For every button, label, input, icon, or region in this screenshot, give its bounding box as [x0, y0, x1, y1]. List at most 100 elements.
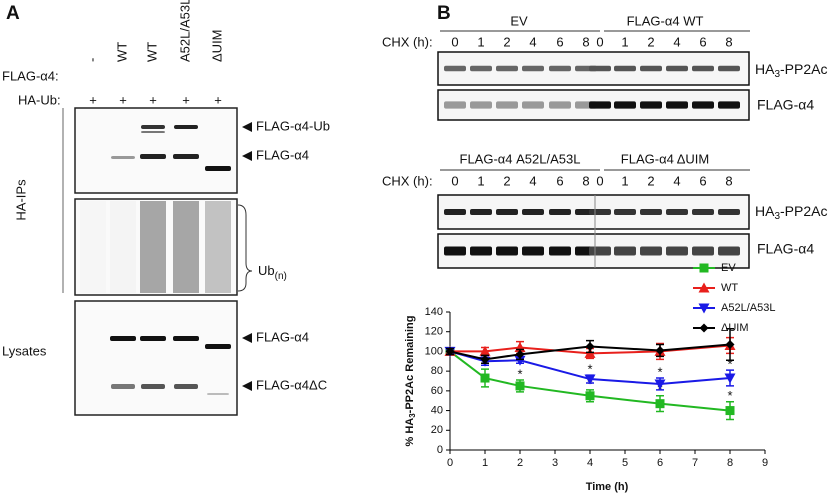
marker: [480, 373, 490, 383]
series-line: [449, 350, 731, 412]
arrowhead: [242, 151, 252, 161]
series-line: [449, 343, 731, 361]
band: [173, 336, 199, 341]
band: [174, 384, 198, 389]
band: [718, 65, 740, 72]
band: [614, 101, 636, 109]
x-tick-label: 2: [517, 457, 523, 469]
band: [140, 336, 166, 341]
panel-label: B: [437, 3, 451, 24]
x-tick-label: 0: [447, 457, 453, 469]
band: [718, 101, 740, 109]
band: [111, 384, 135, 389]
band: [496, 101, 518, 109]
marker: [515, 381, 525, 391]
lane-label: +: [149, 92, 157, 107]
band: [589, 209, 611, 215]
annotation: *: [587, 362, 592, 377]
legend-label: EV: [721, 262, 736, 274]
legend-marker: [699, 323, 709, 333]
timepoint: 8: [725, 34, 732, 49]
y-tick-label: 20: [431, 424, 443, 436]
marker: [585, 391, 595, 401]
static-layer: A FLAG-α4: HA-Ub: HA-IPs Lysates Ub(n) B…: [2, 3, 827, 493]
smear: [140, 201, 166, 293]
timepoint: 2: [647, 173, 654, 188]
legend-marker: [698, 303, 710, 314]
x-tick-label: 7: [692, 457, 698, 469]
timepoint: 4: [529, 34, 536, 49]
timepoint: 6: [556, 34, 563, 49]
band: [141, 125, 165, 129]
band: [173, 154, 199, 159]
panel-label: A: [6, 3, 20, 24]
timepoint: 0: [451, 34, 458, 49]
group-label: HA-IPs: [13, 179, 28, 221]
smear: [80, 201, 106, 293]
smear: [205, 201, 231, 293]
band-label: FLAG-α4-Ub: [256, 118, 330, 133]
smear: [110, 201, 136, 293]
band: [444, 246, 466, 256]
y-tick-label: 80: [431, 365, 443, 377]
band: [614, 65, 636, 72]
timepoint: 8: [725, 173, 732, 188]
timepoint: 4: [529, 173, 536, 188]
group-title: FLAG-α4 A52L/A53L: [460, 151, 581, 166]
band: [718, 246, 740, 256]
legend-label: A52L/A53L: [721, 302, 775, 314]
lane-label: +: [119, 92, 127, 107]
band: [666, 209, 688, 215]
band: [141, 131, 165, 133]
y-tick-label: 100: [425, 345, 443, 357]
timepoint: 0: [596, 34, 603, 49]
band: [549, 65, 571, 72]
band: [470, 209, 492, 215]
marker: [514, 355, 526, 366]
group-title: FLAG-α4 WT: [627, 13, 704, 28]
lane-label: ΔUIM: [209, 29, 224, 62]
band: [666, 65, 688, 72]
band: [470, 246, 492, 256]
timepoint: 6: [699, 173, 706, 188]
x-tick-label: 1: [482, 457, 488, 469]
timepoint: 8: [582, 173, 589, 188]
legend-marker: [699, 263, 709, 273]
band: [205, 344, 231, 349]
band: [640, 246, 662, 256]
band: [444, 101, 466, 109]
arrowhead: [242, 122, 252, 132]
series-line: [449, 350, 731, 385]
band: [549, 209, 571, 215]
band: [205, 166, 231, 171]
marker: [445, 346, 455, 356]
band: [666, 246, 688, 256]
x-tick-label: 5: [622, 457, 628, 469]
band-label: Ub(n): [258, 263, 287, 281]
band: [496, 246, 518, 256]
band: [522, 101, 544, 109]
x-tick-label: 9: [762, 457, 768, 469]
band: [589, 65, 611, 72]
band: [444, 65, 466, 72]
band: [496, 209, 518, 215]
legend-marker: [698, 282, 710, 293]
band: [522, 209, 544, 215]
band: [522, 65, 544, 72]
annotation: *: [517, 366, 522, 381]
blot-label: FLAG-α4: [757, 97, 814, 113]
band: [692, 101, 714, 109]
band: [140, 154, 166, 159]
y-axis-label: % HA3-PP2Ac Remaining: [404, 316, 417, 447]
marker: [585, 342, 595, 351]
timepoint: 1: [477, 173, 484, 188]
row-label: FLAG-α4:: [2, 68, 59, 83]
annotation: *: [727, 388, 732, 403]
timepoint: 2: [503, 173, 510, 188]
marker: [515, 349, 525, 359]
band-label: FLAG-α4ΔC: [256, 377, 327, 392]
group-label: Lysates: [2, 343, 47, 358]
marker: [724, 373, 736, 384]
band: [666, 101, 688, 109]
